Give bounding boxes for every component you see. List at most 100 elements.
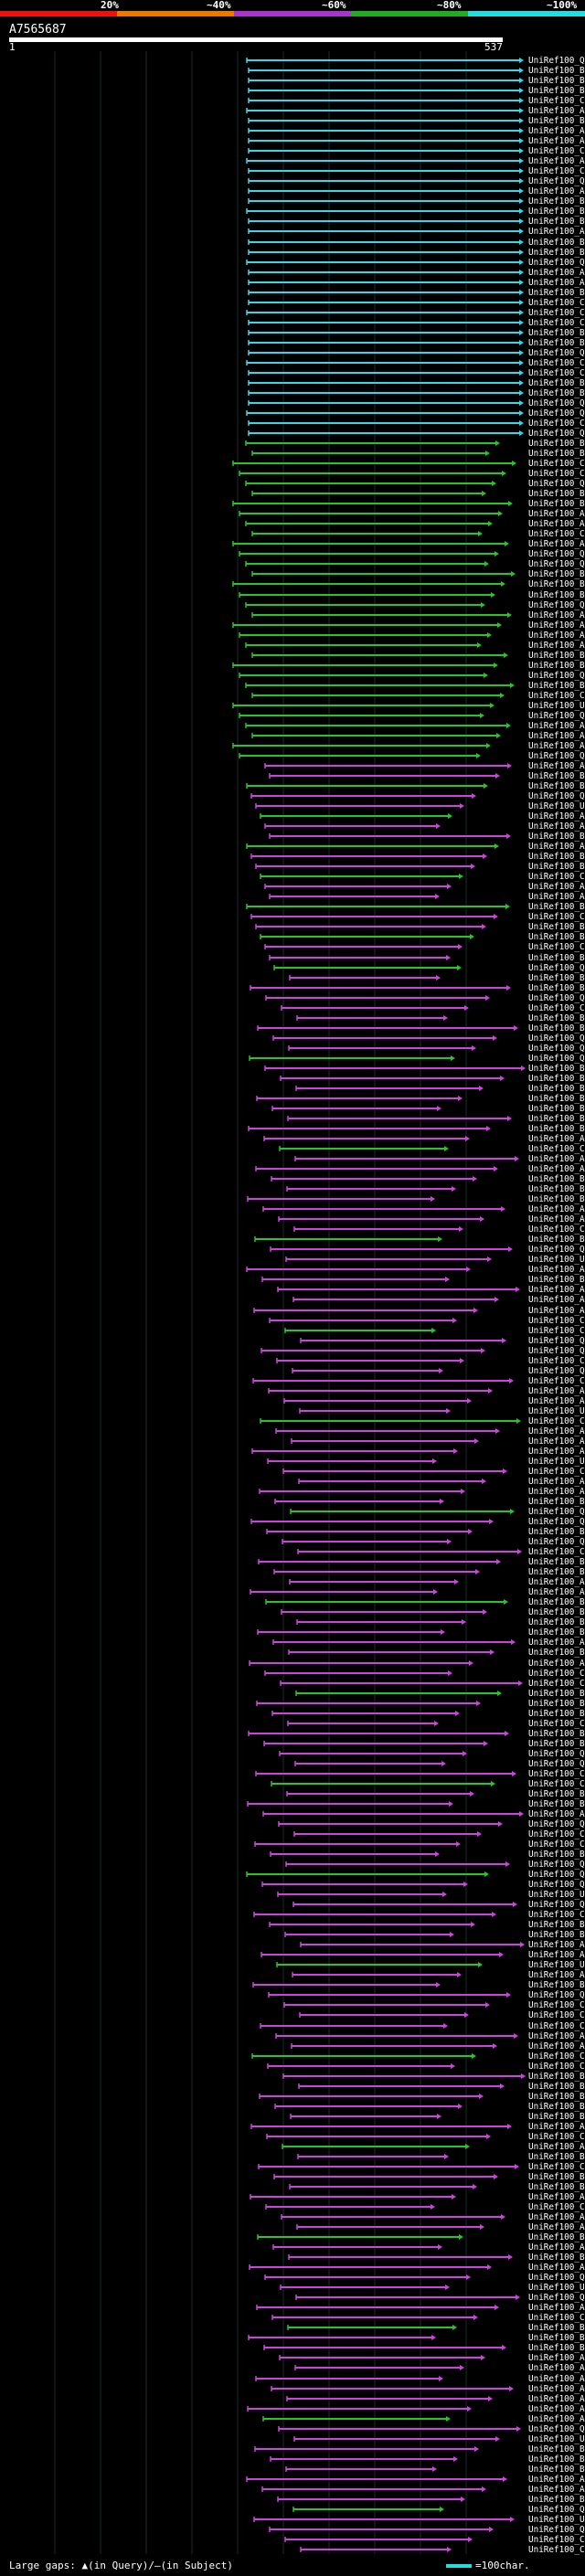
hit-label[interactable]: UniRef100_B6SZZ2: [528, 832, 585, 842]
hit-label[interactable]: UniRef100_A8NQ18: [528, 631, 585, 641]
hit-label[interactable]: UniRef100_C7J7H7: [528, 2000, 585, 2010]
hit-label[interactable]: UniRef100_A3AUV3: [528, 2414, 585, 2424]
hit-label[interactable]: UniRef100_B9S899: [528, 76, 585, 86]
hit-label[interactable]: UniRef100_Q9XHI2: [528, 479, 585, 489]
hit-label[interactable]: UniRef100_Q9ZR90: [528, 549, 585, 559]
hit-label[interactable]: UniRef100_UP1000...: [528, 2283, 585, 2293]
hit-label[interactable]: UniRef100_B8AFV2: [528, 1930, 585, 1940]
hit-label[interactable]: UniRef100_B9S0Z7: [528, 1497, 585, 1507]
hit-label[interactable]: UniRef100_A5BYX2: [528, 1950, 585, 1960]
hit-label[interactable]: UniRef100_B9I5S9: [528, 116, 585, 126]
hit-label[interactable]: UniRef100_C5TKR2: [528, 308, 585, 318]
hit-label[interactable]: UniRef100_B9R0X2: [528, 1064, 585, 1074]
hit-label[interactable]: UniRef100_Q1HJU3: [528, 1054, 585, 1064]
hit-label[interactable]: UniRef100_B9H2C0: [528, 1114, 585, 1124]
hit-label[interactable]: UniRef100_A5BFR2: [528, 1214, 585, 1224]
hit-label[interactable]: UniRef100_B9S7Q3: [528, 288, 585, 298]
hit-label[interactable]: UniRef100_Q0J8G8: [528, 1336, 585, 1346]
hit-label[interactable]: UniRef100_A7NI12: [528, 2142, 585, 2152]
hit-label[interactable]: UniRef100_C4J4U3: [528, 1144, 585, 1154]
hit-label[interactable]: UniRef100_B9F1P5: [528, 1567, 585, 1577]
hit-label[interactable]: UniRef100_Q6K6B3: [528, 559, 585, 569]
hit-label[interactable]: UniRef100_B9I5Y6: [528, 2232, 585, 2242]
hit-label[interactable]: UniRef100_C5TQ04: [528, 96, 585, 106]
hit-label[interactable]: UniRef100_B6TE23: [528, 489, 585, 499]
hit-label[interactable]: UniRef100_A5WK55: [528, 892, 585, 902]
hit-label[interactable]: UniRef100_C0P4F9: [528, 1003, 585, 1013]
hit-label[interactable]: UniRef100_A5BEC5: [528, 2485, 585, 2495]
hit-label[interactable]: UniRef100_B9H1N3: [528, 1084, 585, 1094]
hit-label[interactable]: UniRef100_B8LPL3: [528, 661, 585, 671]
hit-label[interactable]: UniRef100_B4FLN7: [528, 388, 585, 398]
hit-label[interactable]: UniRef100_C6TB20: [528, 1224, 585, 1235]
hit-label[interactable]: UniRef100_B4FSM6: [528, 2343, 585, 2353]
hit-label[interactable]: UniRef100_Q10M50: [528, 1990, 585, 2000]
hit-label[interactable]: UniRef100_A9PGP5: [528, 227, 585, 237]
hit-label[interactable]: UniRef100_C5Z7D6: [528, 1547, 585, 1557]
hit-label[interactable]: UniRef100_A7NI11: [528, 2031, 585, 2041]
hit-label[interactable]: UniRef100_C5XGY6: [528, 1316, 585, 1326]
hit-label[interactable]: UniRef100_A9RU59: [528, 842, 585, 852]
hit-label[interactable]: UniRef100_A3BN79: [528, 761, 585, 771]
hit-label[interactable]: UniRef100_B6TGF9: [528, 953, 585, 963]
hit-label[interactable]: UniRef100_UP1000...: [528, 1255, 585, 1265]
hit-label[interactable]: UniRef100_Q9C7N5: [528, 2424, 585, 2434]
hit-label[interactable]: UniRef100_B6T435: [528, 651, 585, 661]
hit-label[interactable]: UniRef100_B9R899: [528, 1194, 585, 1204]
hit-label[interactable]: UniRef100_B9SSJ2: [528, 1617, 585, 1627]
hit-label[interactable]: UniRef100_B9IPF1: [528, 86, 585, 96]
hit-label[interactable]: UniRef100_UP1000...: [528, 1406, 585, 1416]
hit-label[interactable]: UniRef100_C5XHM7: [528, 1719, 585, 1729]
hit-label[interactable]: UniRef100_A2ZB06: [528, 620, 585, 631]
hit-label[interactable]: UniRef100_A5C4H6: [528, 186, 585, 196]
hit-label[interactable]: UniRef100_B9SS19: [528, 2152, 585, 2162]
hit-label[interactable]: UniRef100_A7P215: [528, 268, 585, 278]
hit-label[interactable]: UniRef100_Q0DQM3: [528, 1366, 585, 1376]
hit-label[interactable]: UniRef100_B6SUN1: [528, 1799, 585, 1809]
hit-label[interactable]: UniRef100_C4J8U1: [528, 368, 585, 378]
hit-label[interactable]: UniRef100_A7NSR4: [528, 2303, 585, 2313]
hit-label[interactable]: UniRef100_B6SB95: [528, 1184, 585, 1194]
hit-label[interactable]: UniRef100_A9SE81: [528, 2353, 585, 2363]
hit-label[interactable]: UniRef100_C6TAV1: [528, 691, 585, 701]
hit-label[interactable]: UniRef100_C5YLY9: [528, 2313, 585, 2323]
hit-label[interactable]: UniRef100_C5ZIW7: [528, 2535, 585, 2545]
hit-label[interactable]: UniRef100_A7QR24: [528, 1134, 585, 1144]
hit-label[interactable]: UniRef100_C5Z1S9: [528, 2010, 585, 2020]
hit-label[interactable]: UniRef100_B9S150: [528, 983, 585, 993]
hit-label[interactable]: UniRef100_A7QT57: [528, 1487, 585, 1497]
hit-label[interactable]: UniRef100_B7FM63: [528, 1074, 585, 1084]
hit-label[interactable]: UniRef100_C5TM07: [528, 318, 585, 328]
hit-label[interactable]: UniRef100_Q1HMP9: [528, 2293, 585, 2303]
hit-label[interactable]: UniRef100_B4FYK2: [528, 449, 585, 459]
hit-label[interactable]: UniRef100_Q9M9Y5: [528, 176, 585, 186]
hit-label[interactable]: UniRef100_Q9FSM5: [528, 1034, 585, 1044]
hit-label[interactable]: UniRef100_Q8LS21: [528, 1880, 585, 1890]
hit-label[interactable]: UniRef100_A2YFA9: [528, 2041, 585, 2051]
hit-label[interactable]: UniRef100_A2PF01: [528, 1659, 585, 1669]
hit-label[interactable]: UniRef100_UP1000...: [528, 1890, 585, 1900]
hit-label[interactable]: UniRef100_B9H672: [528, 338, 585, 348]
hit-label[interactable]: UniRef100_Q7X6N0: [528, 348, 585, 358]
hit-label[interactable]: UniRef100_A9S596: [528, 1154, 585, 1164]
hit-label[interactable]: UniRef100_B9NG40: [528, 2112, 585, 2122]
hit-label[interactable]: UniRef100_C5ZFP6: [528, 1669, 585, 1679]
hit-label[interactable]: UniRef100_C0PNM4: [528, 1829, 585, 1839]
hit-label[interactable]: UniRef100_B4F9E3: [528, 1709, 585, 1719]
hit-label[interactable]: UniRef100_Q84295: [528, 398, 585, 408]
hit-label[interactable]: UniRef100_Q9SVU5: [528, 56, 585, 66]
hit-label[interactable]: UniRef100_C5Z7S6: [528, 2202, 585, 2212]
hit-label[interactable]: UniRef100_UP1000...: [528, 701, 585, 711]
hit-label[interactable]: UniRef100_B9PDN6: [528, 2333, 585, 2343]
hit-label[interactable]: UniRef100_C0P1Z2: [528, 1679, 585, 1689]
hit-label[interactable]: UniRef100_A5B8G6: [528, 1306, 585, 1316]
hit-label[interactable]: UniRef100_B6TJW4: [528, 1850, 585, 1860]
hit-label[interactable]: UniRef100_Q84WT7: [528, 1900, 585, 1910]
hit-label[interactable]: UniRef100_B9FJ41: [528, 2495, 585, 2505]
hit-label[interactable]: UniRef100_A2Q6X0: [528, 1426, 585, 1436]
hit-label[interactable]: UniRef100_C5YPT0: [528, 2051, 585, 2062]
hit-label[interactable]: UniRef100_A7P6N6: [528, 822, 585, 832]
hit-label[interactable]: UniRef100_A5C835: [528, 1447, 585, 1457]
hit-label[interactable]: UniRef100_A7NSR5: [528, 2212, 585, 2222]
hit-label[interactable]: UniRef100_C0PAY6: [528, 1779, 585, 1789]
